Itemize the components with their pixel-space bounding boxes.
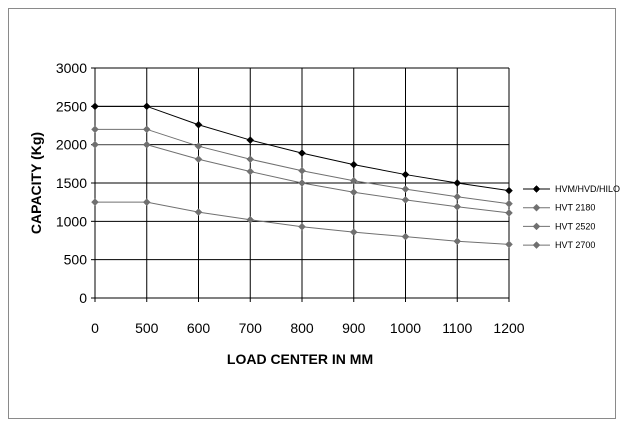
data-point — [453, 202, 462, 211]
data-point — [349, 228, 358, 236]
data-point — [194, 120, 203, 129]
data-point — [91, 102, 99, 111]
legend-marker — [532, 203, 541, 212]
y-tick-label: 1500 — [56, 175, 87, 191]
data-point — [401, 185, 410, 193]
series-1 — [91, 125, 513, 208]
y-tick-label: 0 — [79, 290, 87, 306]
data-point — [401, 232, 410, 241]
data-point — [142, 102, 151, 111]
x-tick-label: 500 — [135, 320, 159, 336]
x-tick-label: 800 — [290, 320, 314, 336]
legend-label: HVT 2180 — [555, 203, 595, 213]
x-tick-label: 1000 — [390, 320, 421, 336]
data-point — [194, 155, 203, 164]
legend: HVM/HVD/HILO HVT 2180 HVT 2520 HVT 2700 — [523, 184, 620, 250]
series-2 — [91, 140, 513, 217]
legend-marker — [532, 241, 541, 249]
y-tick-label: 1000 — [56, 213, 87, 229]
data-point — [453, 179, 462, 187]
data-point — [298, 222, 306, 231]
data-point — [142, 125, 151, 134]
data-point — [194, 142, 203, 151]
series-3 — [91, 198, 513, 249]
y-tick-label: 500 — [64, 252, 88, 268]
data-point — [349, 176, 358, 185]
x-tick-label: 900 — [342, 320, 366, 336]
data-point — [246, 155, 255, 164]
data-point — [401, 170, 410, 179]
legend-marker — [532, 185, 541, 193]
data-point — [453, 237, 462, 246]
y-axis-title: CAPACITY (Kg) — [28, 132, 44, 234]
data-point — [298, 166, 306, 175]
legend-label: HVT 2520 — [555, 221, 595, 231]
axes — [91, 67, 510, 302]
data-point — [349, 188, 358, 197]
legend-label: HVM/HVD/HILO — [555, 184, 620, 194]
x-tick-label: 1100 — [442, 320, 472, 336]
legend-marker — [532, 222, 541, 231]
data-point — [505, 209, 513, 217]
x-axis-title: LOAD CENTER IN MM — [227, 351, 373, 367]
data-point — [401, 196, 410, 204]
tick-labels: 0 500 1000 1500 2000 2500 3000 0 500 600 700 800 900… — [56, 60, 525, 336]
legend-label: HVT 2700 — [555, 240, 595, 250]
data-point — [91, 140, 99, 149]
y-tick-label: 2500 — [56, 98, 87, 114]
data-point — [453, 192, 462, 201]
data-point — [505, 199, 513, 208]
data-point — [194, 208, 203, 216]
data-point — [91, 198, 99, 207]
data-point — [298, 149, 306, 157]
legend-item-1: HVT 2180 — [523, 203, 595, 213]
data-point — [142, 140, 151, 149]
chart-frame — [8, 8, 616, 419]
data-point — [505, 240, 513, 249]
data-point — [142, 198, 151, 207]
x-tick-label: 600 — [187, 320, 211, 336]
series-lines — [91, 102, 513, 249]
legend-item-0: HVM/HVD/HILO — [523, 184, 620, 194]
data-point — [505, 186, 513, 195]
legend-item-3: HVT 2700 — [523, 240, 595, 250]
y-tick-label: 2000 — [56, 137, 87, 153]
series-0 — [91, 102, 513, 195]
x-tick-label: 1200 — [493, 320, 524, 336]
data-point — [91, 125, 99, 134]
data-point — [246, 136, 255, 144]
x-tick-label: 700 — [239, 320, 263, 336]
y-tick-label: 3000 — [56, 60, 87, 76]
data-point — [246, 167, 255, 176]
data-point — [349, 160, 358, 169]
data-point — [246, 215, 255, 224]
x-tick-label: 0 — [91, 320, 99, 336]
data-point — [298, 179, 306, 187]
legend-item-2: HVT 2520 — [523, 221, 595, 231]
